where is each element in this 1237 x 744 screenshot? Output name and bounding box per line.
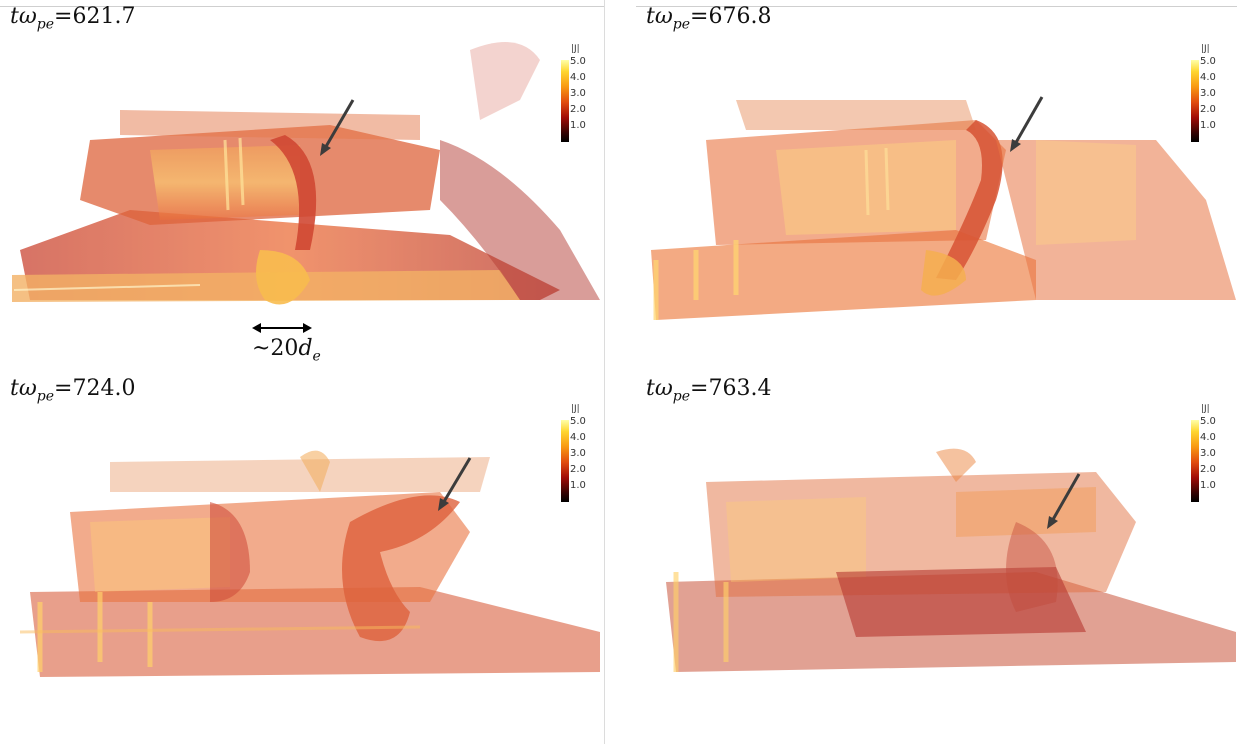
colorbar-tick: 2.0 xyxy=(1200,104,1216,115)
colorbar-tick: 1.0 xyxy=(570,120,586,131)
colorbar-tick: 5.0 xyxy=(570,56,586,67)
colorbar-title: |J| xyxy=(571,404,580,414)
colorbar-tick: 3.0 xyxy=(570,448,586,459)
colorbar-gradient xyxy=(561,420,569,502)
colorbar-tick: 5.0 xyxy=(570,416,586,427)
snapshot-panel-4: tωpe=763.4 |J| 5.0 4.0 3.0 2.0 1.0 xyxy=(636,372,1237,744)
feature-arrow-3 xyxy=(440,457,472,506)
time-label: tωpe=763.4 xyxy=(646,376,772,405)
current-density-render-1 xyxy=(12,42,600,333)
colorbar-title: |J| xyxy=(571,44,580,54)
colorbar-gradient xyxy=(561,60,569,142)
feature-arrow-4 xyxy=(1049,473,1081,524)
colorbar-title: |J| xyxy=(1201,404,1210,414)
colorbar-tick: 1.0 xyxy=(1200,480,1216,491)
colorbar-gradient xyxy=(1191,60,1199,142)
panel-divider-vertical xyxy=(604,0,605,744)
time-label: tωpe=676.8 xyxy=(646,4,772,33)
colorbar-tick: 2.0 xyxy=(570,464,586,475)
colorbar-tick: 1.0 xyxy=(1200,120,1216,131)
feature-arrow-2 xyxy=(1012,96,1044,147)
colorbar-tick: 5.0 xyxy=(1200,56,1216,67)
time-label: tωpe=724.0 xyxy=(10,376,136,405)
current-density-render-4 xyxy=(666,448,1236,672)
colorbar-tick: 3.0 xyxy=(1200,88,1216,99)
colorbar: |J| 5.0 4.0 3.0 2.0 1.0 xyxy=(561,404,603,514)
colorbar: |J| 5.0 4.0 3.0 2.0 1.0 xyxy=(1191,404,1233,514)
colorbar-tick: 4.0 xyxy=(1200,432,1216,443)
colorbar-title: |J| xyxy=(1201,44,1210,54)
current-density-render-2 xyxy=(651,96,1236,320)
colorbar-tick: 4.0 xyxy=(1200,72,1216,83)
snapshot-panel-3: tωpe=724.0 |J| 5.0 4.0 3.0 2.0 1.0 xyxy=(0,372,604,744)
colorbar: |J| 5.0 4.0 3.0 2.0 1.0 xyxy=(1191,44,1233,154)
time-label: tωpe=621.7 xyxy=(10,4,136,33)
colorbar-tick: 4.0 xyxy=(570,72,586,83)
colorbar-tick: 3.0 xyxy=(570,88,586,99)
colorbar-gradient xyxy=(1191,420,1199,502)
colorbar-tick: 5.0 xyxy=(1200,416,1216,427)
snapshot-panel-1: tωpe=621.7 ~20de |J| 5.0 4.0 3.0 2.0 1.0 xyxy=(0,0,604,372)
colorbar-tick: 2.0 xyxy=(1200,464,1216,475)
scale-bar-label: ~20de xyxy=(252,336,321,365)
panel-top-border xyxy=(0,6,604,7)
current-density-render-3 xyxy=(19,450,600,677)
colorbar-tick: 1.0 xyxy=(570,480,586,491)
feature-arrow-1 xyxy=(322,99,355,151)
snapshot-panel-2: tωpe=676.8 |J| 5.0 4.0 3.0 2.0 1.0 xyxy=(636,0,1237,372)
colorbar-tick: 3.0 xyxy=(1200,448,1216,459)
panel-top-border xyxy=(636,6,1237,7)
colorbar: |J| 5.0 4.0 3.0 2.0 1.0 xyxy=(561,44,603,154)
colorbar-tick: 4.0 xyxy=(570,432,586,443)
colorbar-tick: 2.0 xyxy=(570,104,586,115)
scale-bar-arrow xyxy=(252,323,312,333)
